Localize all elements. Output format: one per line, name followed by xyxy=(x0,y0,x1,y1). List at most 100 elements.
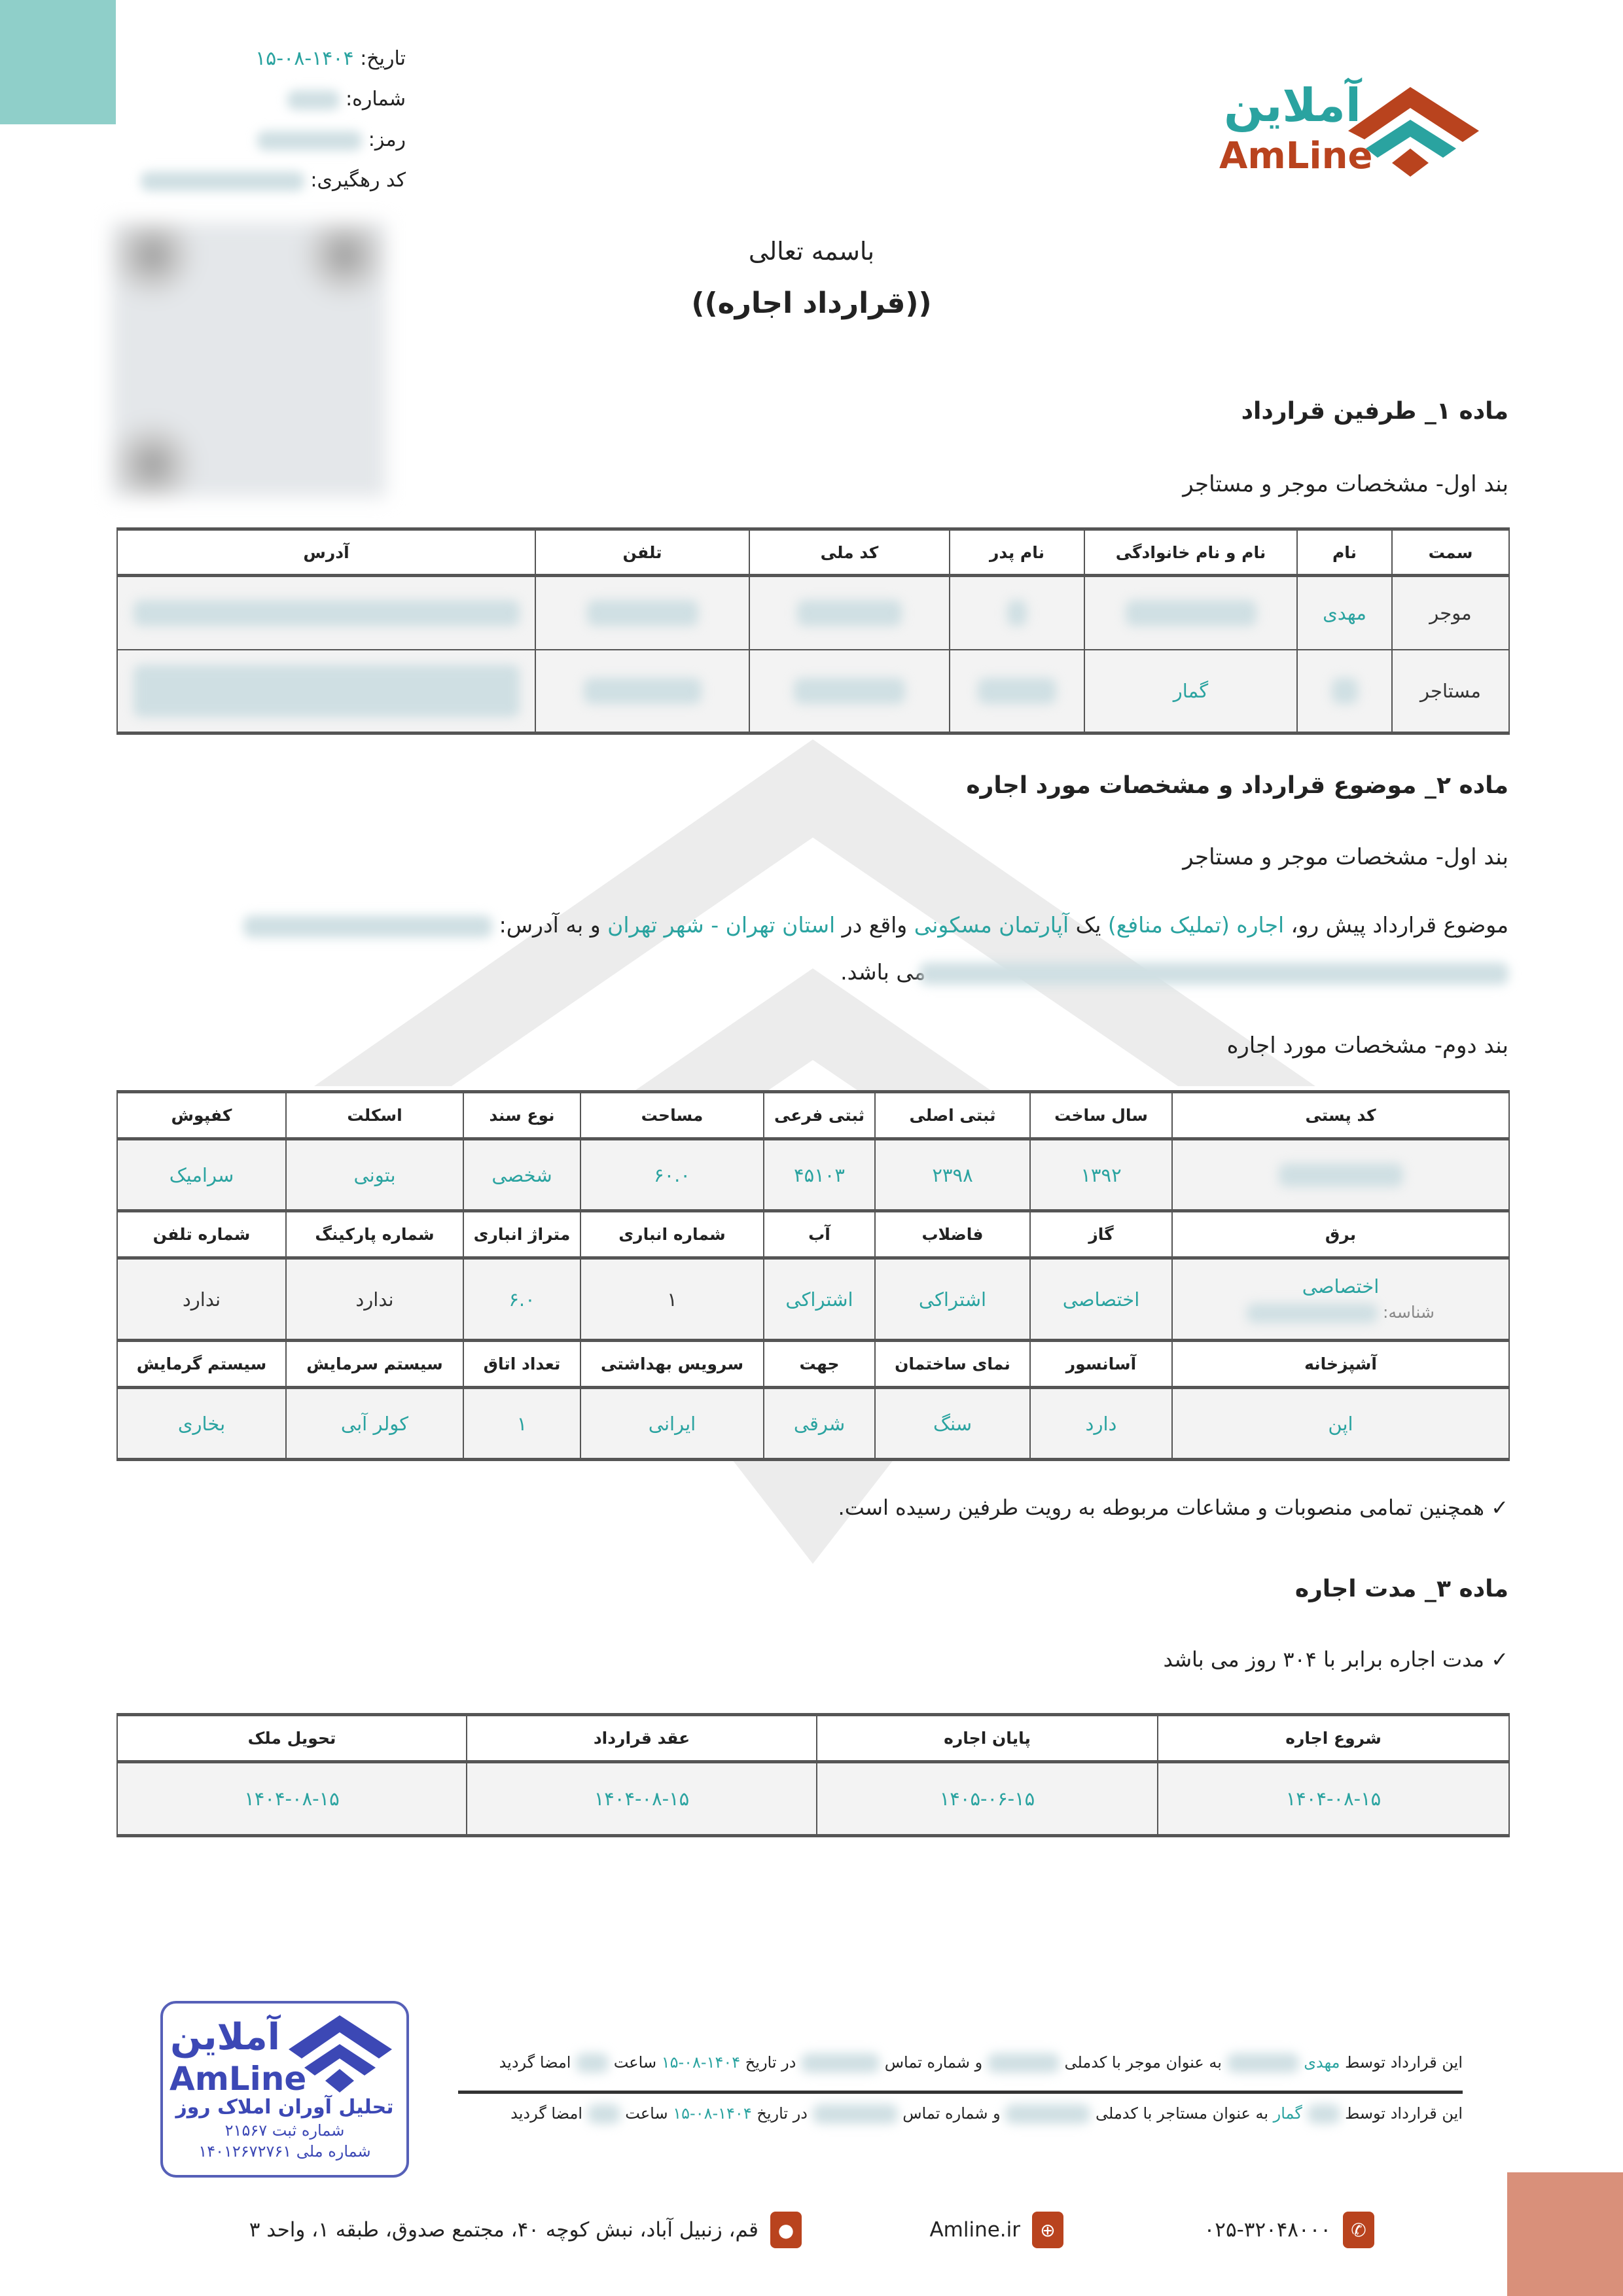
highlighted-term: اجاره (تملیک منافع) xyxy=(1107,912,1285,938)
qr-code xyxy=(111,222,386,497)
company-stamp: آملاین AmLine تحلیل آوران املاک روز شمار… xyxy=(160,2001,409,2178)
page-title: ((قرارداد اجاره)) xyxy=(691,287,932,320)
col-header: نام پدر xyxy=(949,527,1085,577)
svg-text:AmLine: AmLine xyxy=(169,2060,306,2095)
value-cell: ۱۳۹۲ xyxy=(1029,1138,1173,1212)
footer-address: ● قم، زنبیل آباد، نبش کوچه ۴۰، مجتمع صدو… xyxy=(249,2212,802,2248)
col-header: نام xyxy=(1296,527,1393,577)
role-cell: موجر xyxy=(1391,574,1510,650)
col-header: کد ملی xyxy=(749,527,950,577)
table-row: اختصاصی شناسه: اختصاصی اشتراکی اشتراکی ۱ ۶.۰ ن… xyxy=(116,1257,1510,1341)
value-cell: سنگ xyxy=(874,1386,1031,1461)
col-header: سیستم سرمایش xyxy=(285,1339,464,1389)
subject-paragraph: موضوع قرارداد پیش رو، اجاره (تملیک منافع… xyxy=(115,902,1508,996)
table-row: اپن دارد سنگ شرقی ایرانی ۱ کولر آبی بخاری xyxy=(116,1386,1510,1461)
footer-phone: ✆ ۰۲۵-۳۲۰۴۸۰۰۰ xyxy=(1204,2212,1374,2248)
col-header: پایان اجاره xyxy=(816,1713,1158,1763)
value-cell: ۴۵۱۰۳ xyxy=(763,1138,876,1212)
article3-title: ماده ۳_ مدت اجاره xyxy=(1294,1576,1508,1602)
article1-clause: بند اول- مشخصات موجر و مستاجر xyxy=(1183,471,1508,497)
col-header: آدرس xyxy=(116,527,536,577)
col-header: تلفن xyxy=(535,527,750,577)
highlighted-term: استان تهران - شهر تهران xyxy=(607,912,836,938)
footer-website[interactable]: ⊕ Amline.ir xyxy=(929,2212,1063,2248)
col-header: آسانسور xyxy=(1029,1339,1173,1389)
svg-text:آملاین: آملاین xyxy=(170,2014,281,2058)
col-header: نمای ساختمان xyxy=(874,1339,1031,1389)
value-cell: شخصی xyxy=(463,1138,581,1212)
paragraph-end: می باشد. xyxy=(840,959,926,985)
table-row: ۱۴۰۴-۰۸-۱۵ ۱۴۰۵-۰۶-۱۵ ۱۴۰۴-۰۸-۱۵ ۱۴۰۴-۰۸… xyxy=(116,1761,1510,1837)
svg-text:آملاین: آملاین xyxy=(1224,77,1363,132)
table-row: مستاجر گمار xyxy=(116,648,1510,735)
fixtures-note: ✓ همچنین تمامی منصوبات و مشاعات مربوطه ب… xyxy=(838,1495,1508,1520)
value-cell: اختصاصی شناسه: xyxy=(1171,1257,1510,1341)
col-header: شماره پارکینگ xyxy=(285,1209,464,1260)
value-cell: ۲۳۹۸ xyxy=(874,1138,1031,1212)
col-header: سیستم گرمایش xyxy=(116,1339,287,1389)
lease-dates-table: شروع اجاره پایان اجاره عقد قرارداد تحویل… xyxy=(116,1713,1510,1837)
phone-icon: ✆ xyxy=(1343,2212,1374,2248)
property-specs-table: کد پستی سال ساخت ثبتی اصلی ثبتی فرعی مساحت نو… xyxy=(116,1090,1510,1461)
divider xyxy=(458,2091,1463,2094)
col-header: آب xyxy=(763,1209,876,1260)
value-cell: اختصاصی xyxy=(1029,1257,1173,1341)
value-cell: کولر آبی xyxy=(285,1386,464,1461)
corner-decoration xyxy=(1507,2172,1623,2296)
col-header: نوع سند xyxy=(463,1090,581,1140)
value-cell: بخاری xyxy=(116,1386,287,1461)
value-cell xyxy=(1171,1138,1510,1212)
value-cell: ۶۰.۰ xyxy=(580,1138,764,1212)
basmala: باسمه تعالی xyxy=(748,237,875,266)
article2-clause2: بند دوم- مشخصات مورد اجاره xyxy=(1226,1033,1508,1059)
value-cell: ۱ xyxy=(463,1386,581,1461)
number-line: شماره: xyxy=(105,88,406,111)
value-cell: اشتراکی xyxy=(874,1257,1031,1341)
landlord-signature-line: این قرارداد توسط مهدی به عنوان موجر با ک… xyxy=(499,2053,1463,2073)
col-header: ثبتی اصلی xyxy=(874,1090,1031,1140)
col-header: متراژ انباری xyxy=(463,1209,581,1260)
col-header: گاز xyxy=(1029,1209,1173,1260)
password-line: رمز: xyxy=(105,128,406,152)
paragraph-text: موضوع قرارداد پیش رو، xyxy=(1284,912,1508,938)
contract-date: ۱۴۰۴-۰۸-۱۵ xyxy=(466,1761,817,1837)
col-header: تحویل ملک xyxy=(116,1713,467,1763)
table-row: ۱۳۹۲ ۲۳۹۸ ۴۵۱۰۳ ۶۰.۰ شخصی بتونی سرامیک xyxy=(116,1138,1510,1212)
article1-title: ماده ۱_ طرفین قرارداد xyxy=(1241,398,1508,425)
col-header: عقد قرارداد xyxy=(466,1713,817,1763)
value-cell: سرامیک xyxy=(116,1138,287,1212)
parties-table: سمت نام نام و نام خانوادگی نام پدر کد مل… xyxy=(116,527,1510,735)
duration-line: ✓ مدت اجاره برابر با ۳۰۴ روز می باشد xyxy=(1163,1647,1508,1672)
value-cell: ایرانی xyxy=(580,1386,764,1461)
col-header: آشپزخانه xyxy=(1171,1339,1510,1389)
value-cell: اپن xyxy=(1171,1386,1510,1461)
delivery-date: ۱۴۰۴-۰۸-۱۵ xyxy=(116,1761,467,1837)
col-header: اسکلت xyxy=(285,1090,464,1140)
svg-text:AmLine: AmLine xyxy=(1219,135,1372,177)
globe-icon: ⊕ xyxy=(1032,2212,1063,2248)
article2-clause1: بند اول- مشخصات موجر و مستاجر xyxy=(1183,844,1508,870)
col-header: ثبتی فرعی xyxy=(763,1090,876,1140)
col-header: شماره انباری xyxy=(580,1209,764,1260)
website-link[interactable]: Amline.ir xyxy=(929,2218,1020,2242)
full-name-cell: گمار xyxy=(1084,648,1298,735)
value-cell: ندارد xyxy=(116,1257,287,1341)
value-cell: شرقی xyxy=(763,1386,876,1461)
col-header: کد پستی xyxy=(1171,1090,1510,1140)
value-cell: اشتراکی xyxy=(763,1257,876,1341)
value-cell: بتونی xyxy=(285,1138,464,1212)
value-cell: ۱ xyxy=(580,1257,764,1341)
col-header: مساحت xyxy=(580,1090,764,1140)
col-header: جهت xyxy=(763,1339,876,1389)
tracking-code-line: کد رهگیری: xyxy=(105,169,406,192)
col-header: فاضلاب xyxy=(874,1209,1031,1260)
col-header: تعداد اتاق xyxy=(463,1339,581,1389)
paragraph-text: و به آدرس: xyxy=(492,912,608,938)
tenant-signature-line: این قرارداد توسط گمار به عنوان مستاجر با… xyxy=(510,2104,1463,2124)
col-header: شماره تلفن xyxy=(116,1209,287,1260)
value-cell: ۶.۰ xyxy=(463,1257,581,1341)
col-header: برق xyxy=(1171,1209,1510,1260)
name-cell: مهدی xyxy=(1296,574,1393,650)
value-cell: ندارد xyxy=(285,1257,464,1341)
highlighted-term: آپارتمان مسکونی xyxy=(914,912,1069,938)
